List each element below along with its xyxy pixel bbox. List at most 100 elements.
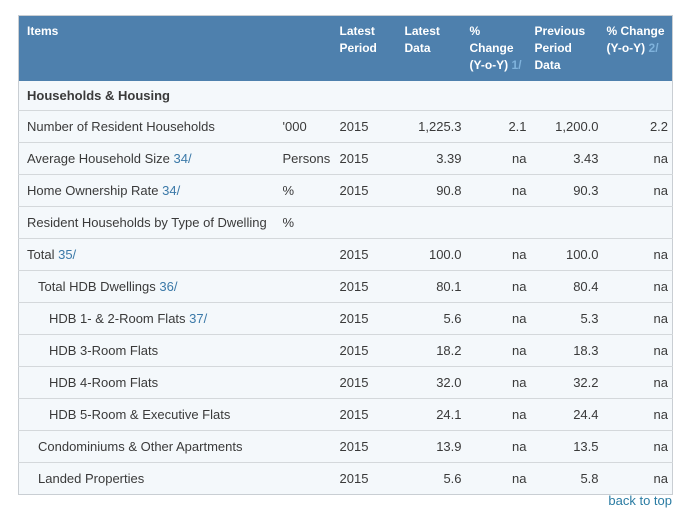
cell-unit — [278, 398, 336, 431]
item-label: Number of Resident Households — [27, 119, 215, 134]
table-row: Average Household Size 34/Persons 2015 3.3… — [18, 142, 673, 175]
cell-latest-data: 80.1 — [400, 270, 466, 303]
cell-pct-change-1: na — [465, 398, 531, 431]
cell-pct-change-2 — [602, 206, 673, 239]
cell-pct-change-2: na — [602, 302, 673, 335]
column-header-label: % Change (Y-o-Y) — [469, 24, 514, 72]
cell-latest-data: 3.39 — [400, 142, 466, 175]
cell-previous-period-data: 80.4 — [530, 270, 603, 303]
cell-latest-data: 13.9 — [400, 430, 466, 463]
cell-item: Total 35/ — [18, 238, 279, 271]
cell-latest-period: 2015 — [335, 430, 401, 463]
cell-previous-period-data: 1,200.0 — [530, 110, 603, 143]
cell-pct-change-2: na — [602, 430, 673, 463]
cell-pct-change-2: na — [602, 462, 673, 495]
table-header: Items Latest Period Latest Data % Change… — [18, 15, 673, 81]
cell-previous-period-data: 32.2 — [530, 366, 603, 399]
cell-pct-change-1: na — [465, 462, 531, 495]
cell-item: HDB 5-Room & Executive Flats — [18, 398, 279, 431]
cell-previous-period-data: 24.4 — [530, 398, 603, 431]
column-header-pct-change-1: % Change (Y-o-Y) 1/ — [465, 15, 531, 81]
cell-latest-data: 90.8 — [400, 174, 466, 207]
table-row: HDB 4-Room Flats 2015 32.0 na 32.2 na — [18, 366, 673, 399]
cell-latest-period: 2015 — [335, 366, 401, 399]
cell-pct-change-2: na — [602, 398, 673, 431]
cell-item: Number of Resident Households — [18, 110, 279, 143]
cell-pct-change-1: na — [465, 430, 531, 463]
cell-pct-change-2: na — [602, 270, 673, 303]
cell-latest-period: 2015 — [335, 334, 401, 367]
cell-pct-change-2: na — [602, 174, 673, 207]
column-header-latest-period: Latest Period — [335, 15, 401, 81]
cell-unit — [278, 462, 336, 495]
table-row: Landed Properties 2015 5.6 na 5.8 na — [18, 462, 673, 495]
cell-pct-change-1: na — [465, 238, 531, 271]
item-label: Condominiums & Other Apartments — [38, 439, 243, 454]
header-row: Items Latest Period Latest Data % Change… — [18, 15, 673, 81]
households-housing-table: Items Latest Period Latest Data % Change… — [18, 15, 674, 495]
cell-latest-data: 5.6 — [400, 302, 466, 335]
cell-pct-change-1 — [465, 206, 531, 239]
item-label: HDB 1- & 2-Room Flats — [49, 311, 186, 326]
cell-pct-change-1: na — [465, 334, 531, 367]
table-row: HDB 5-Room & Executive Flats 2015 24.1 na 24… — [18, 398, 673, 431]
cell-latest-period: 2015 — [335, 142, 401, 175]
cell-item: HDB 3-Room Flats — [18, 334, 279, 367]
column-header-label: Latest Data — [404, 24, 440, 55]
cell-pct-change-1: na — [465, 174, 531, 207]
cell-latest-data: 1,225.3 — [400, 110, 466, 143]
item-label: Home Ownership Rate — [27, 183, 159, 198]
cell-previous-period-data: 18.3 — [530, 334, 603, 367]
cell-unit: % — [278, 174, 336, 207]
footnote-link[interactable]: 2/ — [648, 41, 659, 55]
cell-pct-change-1: 2.1 — [465, 110, 531, 143]
back-to-top-link[interactable]: back to top — [608, 493, 672, 508]
cell-pct-change-1: na — [465, 142, 531, 175]
footnote-link[interactable]: 1/ — [511, 58, 522, 72]
cell-latest-period — [335, 206, 401, 239]
cell-pct-change-2: na — [602, 142, 673, 175]
cell-latest-period: 2015 — [335, 238, 401, 271]
cell-unit — [278, 270, 336, 303]
cell-latest-data: 24.1 — [400, 398, 466, 431]
cell-previous-period-data: 5.3 — [530, 302, 603, 335]
item-label: Total HDB Dwellings — [38, 279, 156, 294]
cell-unit: Persons — [278, 142, 336, 175]
column-header-previous-period-data: Previous Period Data — [530, 15, 603, 81]
footnote-link[interactable]: 34/ — [173, 151, 192, 166]
item-label: HDB 5-Room & Executive Flats — [49, 407, 231, 422]
cell-item: Average Household Size 34/ — [18, 142, 279, 175]
footnote-link[interactable]: 36/ — [159, 279, 178, 294]
cell-latest-period: 2015 — [335, 270, 401, 303]
cell-item: Condominiums & Other Apartments — [18, 430, 279, 463]
item-label: Total — [27, 247, 55, 262]
cell-unit: '000 — [278, 110, 336, 143]
item-label: Landed Properties — [38, 471, 145, 486]
footnote-link[interactable]: 34/ — [162, 183, 181, 198]
cell-item: HDB 1- & 2-Room Flats 37/ — [18, 302, 279, 335]
cell-unit — [278, 366, 336, 399]
cell-item: Landed Properties — [18, 462, 279, 495]
cell-unit — [278, 238, 336, 271]
footnote-link[interactable]: 37/ — [189, 311, 208, 326]
cell-previous-period-data — [530, 206, 603, 239]
column-header-items: Items — [18, 15, 336, 81]
cell-latest-period: 2015 — [335, 462, 401, 495]
cell-unit — [278, 302, 336, 335]
cell-item: Home Ownership Rate 34/ — [18, 174, 279, 207]
cell-previous-period-data: 3.43 — [530, 142, 603, 175]
item-label: HDB 3-Room Flats — [49, 343, 159, 358]
table-row: HDB 3-Room Flats 2015 18.2 na 18.3 na — [18, 334, 673, 367]
table-row: Home Ownership Rate 34/% 2015 90.8 na 90.3 na — [18, 174, 673, 207]
cell-pct-change-1: na — [465, 270, 531, 303]
cell-latest-data: 100.0 — [400, 238, 466, 271]
cell-pct-change-1: na — [465, 366, 531, 399]
cell-pct-change-2: 2.2 — [602, 110, 673, 143]
footnote-link[interactable]: 35/ — [58, 247, 77, 262]
cell-latest-data: 18.2 — [400, 334, 466, 367]
cell-latest-period: 2015 — [335, 174, 401, 207]
footer: back to top — [18, 492, 672, 510]
table-body: Households & Housing Number of Resident … — [18, 81, 673, 495]
column-header-label: % Change (Y-o-Y) — [606, 24, 665, 55]
column-header-latest-data: Latest Data — [400, 15, 466, 81]
